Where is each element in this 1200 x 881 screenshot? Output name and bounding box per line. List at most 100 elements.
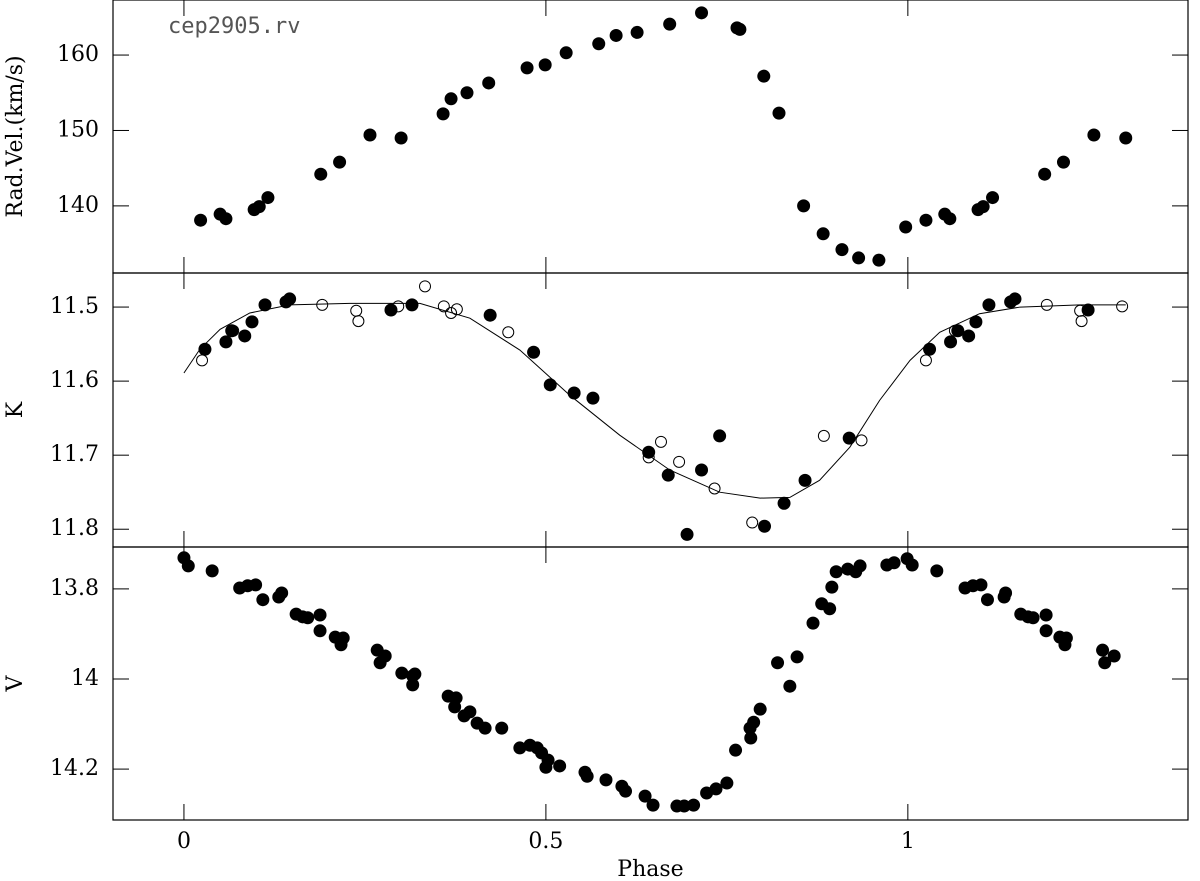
open-point [502, 326, 515, 339]
open-point [316, 298, 329, 311]
point [460, 86, 474, 100]
y-axis-label: V [3, 674, 28, 692]
point [1008, 292, 1022, 306]
point [687, 798, 701, 812]
open-point [1116, 300, 1129, 313]
point [483, 308, 497, 322]
point [842, 431, 856, 445]
annotation: cep2905.rv [168, 14, 300, 39]
point [887, 556, 901, 570]
panel-frame [112, 272, 1189, 548]
point [194, 213, 208, 227]
point [313, 624, 327, 638]
point [1107, 649, 1121, 663]
open-point [227, 324, 240, 337]
point [478, 721, 492, 735]
open-point [1040, 298, 1053, 311]
point [249, 578, 263, 592]
point [1039, 608, 1053, 622]
point [406, 678, 420, 692]
point [275, 586, 289, 600]
point [905, 558, 919, 572]
point [974, 578, 988, 592]
open-point [673, 455, 686, 468]
point [680, 527, 694, 541]
y-tick-label: 14 [71, 666, 99, 691]
open-point [919, 354, 932, 367]
point [205, 564, 219, 578]
point [783, 679, 797, 693]
point [1087, 128, 1101, 142]
point [823, 602, 837, 616]
point [219, 335, 233, 349]
point [638, 789, 652, 803]
point [630, 25, 644, 39]
point [1026, 611, 1040, 625]
point [394, 131, 408, 145]
point [943, 212, 957, 226]
point [449, 691, 463, 705]
point [436, 107, 450, 121]
point [661, 468, 675, 482]
point [314, 167, 328, 181]
point [1096, 643, 1110, 657]
point [1038, 167, 1052, 181]
point [619, 784, 633, 798]
point [986, 191, 1000, 205]
y-tick-label: 140 [57, 193, 99, 218]
point [378, 649, 392, 663]
open-point [350, 304, 363, 317]
y-tick-label: 150 [57, 117, 99, 142]
point [777, 496, 791, 510]
point [463, 705, 477, 719]
point [797, 199, 811, 213]
point [677, 799, 691, 813]
point [982, 298, 996, 312]
point [181, 559, 195, 573]
point [771, 656, 785, 670]
point [733, 22, 747, 36]
point [513, 741, 527, 755]
point [872, 253, 886, 267]
point [899, 220, 913, 234]
point [567, 386, 581, 400]
open-point [392, 300, 405, 313]
point [695, 463, 709, 477]
point [709, 782, 723, 796]
point [333, 155, 347, 169]
point [753, 702, 767, 716]
point [245, 315, 259, 329]
point [363, 128, 377, 142]
point [720, 776, 734, 790]
open-point [1075, 315, 1088, 328]
point [951, 324, 965, 338]
point [944, 335, 958, 349]
point [592, 37, 606, 51]
point [520, 61, 534, 75]
point [599, 773, 613, 787]
point [1119, 131, 1133, 145]
point [744, 731, 758, 745]
open-point [708, 482, 721, 495]
point [580, 769, 594, 783]
point [609, 28, 623, 42]
point [852, 251, 866, 265]
point [757, 69, 771, 83]
point [527, 345, 541, 359]
y-tick-label: 160 [57, 42, 99, 67]
point [553, 759, 567, 773]
open-point [445, 306, 458, 319]
y-axis-label: K [3, 401, 28, 418]
point [1056, 155, 1070, 169]
point [538, 58, 552, 72]
point [586, 391, 600, 405]
open-point [352, 315, 365, 328]
fit-curve [183, 302, 1126, 499]
point [336, 631, 350, 645]
point [1059, 631, 1073, 645]
point [930, 564, 944, 578]
x-tick-label: 1 [901, 829, 915, 854]
point [301, 611, 315, 625]
point [258, 298, 272, 312]
